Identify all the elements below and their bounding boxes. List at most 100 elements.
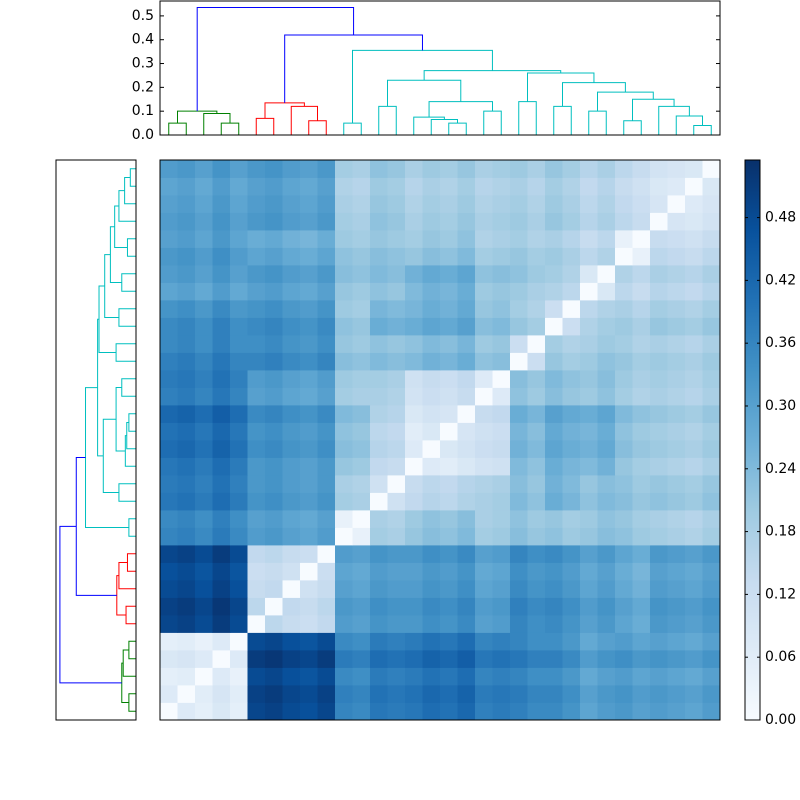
heatmap-cell (650, 317, 668, 336)
heatmap-cell (422, 247, 441, 266)
heatmap-cell (457, 370, 476, 388)
heatmap-cell (562, 545, 581, 563)
heatmap-cell (615, 300, 633, 318)
heatmap-cell (702, 370, 721, 388)
heatmap-cell (510, 597, 528, 616)
heatmap-cell (632, 300, 651, 318)
heatmap-cell (510, 282, 528, 301)
dendrogram-link (126, 238, 136, 257)
heatmap-cell (440, 387, 458, 406)
heatmap-cell (562, 562, 581, 581)
heatmap-cell (405, 352, 423, 371)
dendrogram-link (693, 124, 712, 135)
heatmap-cell (457, 247, 476, 266)
heatmap-cell (265, 685, 283, 703)
heatmap-cell (685, 370, 703, 388)
heatmap-cell (195, 667, 213, 686)
heatmap-cell (265, 160, 283, 178)
heatmap-cell (422, 282, 441, 301)
heatmap-cell (370, 177, 388, 196)
heatmap-cell (475, 160, 493, 178)
heatmap-cell (562, 667, 581, 686)
heatmap-cell (370, 212, 388, 231)
heatmap-cell (475, 317, 493, 336)
heatmap-cell (195, 685, 213, 703)
heatmap-cell (177, 230, 196, 248)
heatmap-cell (615, 650, 633, 668)
heatmap-cell (282, 510, 301, 528)
heatmap-cell (545, 597, 563, 616)
heatmap-cell (405, 317, 423, 336)
heatmap-cell (545, 545, 563, 563)
heatmap-cell (667, 265, 686, 283)
heatmap-cell (387, 580, 406, 598)
heatmap-cell (492, 282, 511, 301)
heatmap-cell (195, 177, 213, 196)
heatmap-cell (615, 475, 633, 493)
heatmap-cell (580, 475, 598, 493)
heatmap-cell (317, 422, 336, 441)
heatmap-cell (335, 177, 353, 196)
heatmap-cell (282, 650, 301, 668)
heatmap-cell (160, 650, 178, 668)
heatmap-cell (632, 317, 651, 336)
heatmap-cell (702, 440, 721, 458)
dendrogram-link (128, 518, 136, 537)
heatmap-cell (247, 370, 266, 388)
heatmap-cell (562, 317, 581, 336)
heatmap-cell (300, 335, 318, 353)
heatmap-cell (230, 370, 248, 388)
dendrogram-link (59, 525, 122, 684)
heatmap-cell (475, 492, 493, 511)
dendrogram-link (378, 105, 397, 135)
heatmap-cell (317, 352, 336, 371)
heatmap-cell (282, 405, 301, 423)
heatmap-cell (545, 230, 563, 248)
heatmap-cell (335, 615, 353, 633)
colorbar-tick-label: 0.24 (765, 461, 796, 477)
heatmap-cell (527, 475, 546, 493)
heatmap-cell (230, 335, 248, 353)
heatmap-cell (335, 282, 353, 301)
dendrogram-link (121, 662, 129, 703)
heatmap-cell (632, 632, 651, 651)
heatmap-cell (510, 212, 528, 231)
heatmap-cell (597, 387, 616, 406)
heatmap-cell (615, 405, 633, 423)
heatmap-cell (265, 667, 283, 686)
heatmap-cell (265, 335, 283, 353)
heatmap-cell (265, 615, 283, 633)
heatmap-cell (702, 527, 721, 546)
heatmap-cell (265, 212, 283, 231)
heatmap-cell (650, 475, 668, 493)
heatmap-cell (300, 492, 318, 511)
heatmap-cell (230, 580, 248, 598)
heatmap-cell (265, 177, 283, 196)
heatmap-cell (387, 632, 406, 651)
heatmap-cell (352, 685, 371, 703)
heatmap-cell (160, 335, 178, 353)
heatmap-cell (335, 632, 353, 651)
heatmap-cell (335, 422, 353, 441)
heatmap-cell (632, 160, 651, 178)
heatmap-cell (510, 352, 528, 371)
heatmap-cell (265, 650, 283, 668)
heatmap-cell (580, 702, 598, 721)
heatmap-cell (405, 510, 423, 528)
heatmap-cell (457, 475, 476, 493)
heatmap-cell (335, 457, 353, 476)
heatmap-cell (632, 492, 651, 511)
heatmap-cell (667, 282, 686, 301)
heatmap-cell (685, 282, 703, 301)
heatmap-cell (667, 352, 686, 371)
heatmap-cell (352, 177, 371, 196)
heatmap-cell (632, 527, 651, 546)
heatmap-cell (650, 370, 668, 388)
heatmap-cell (282, 352, 301, 371)
dendrogram-link (177, 110, 218, 124)
heatmap-cell (265, 387, 283, 406)
heatmap-cell (300, 440, 318, 458)
heatmap-cell (405, 160, 423, 178)
heatmap-cell (597, 370, 616, 388)
dendrogram-link (632, 98, 675, 121)
